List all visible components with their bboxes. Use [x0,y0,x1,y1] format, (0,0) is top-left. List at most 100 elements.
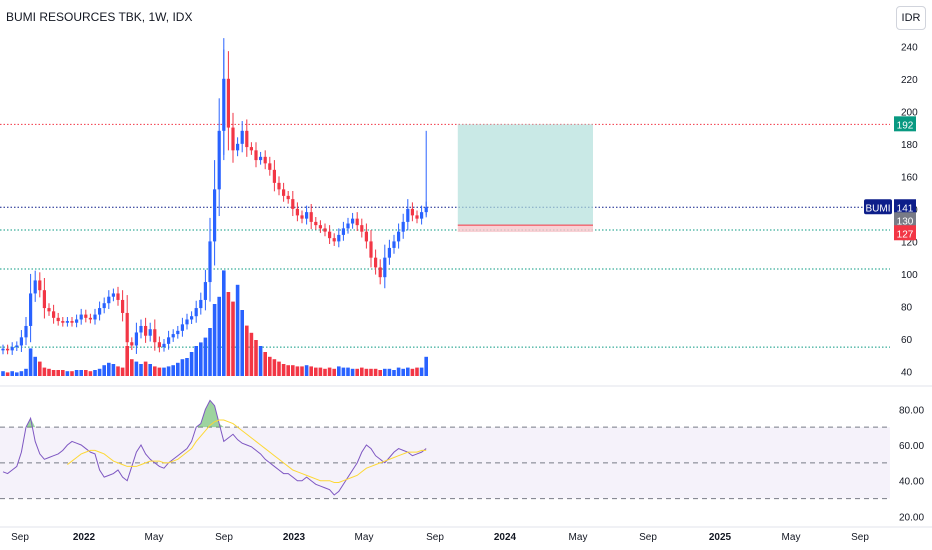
candle-body [277,182,281,190]
candle-body [15,345,19,348]
volume-bar [222,270,226,376]
rsi-tick-label: 20.00 [899,512,924,523]
candle-body [397,231,401,242]
volume-bar [19,371,24,376]
time-tick-label: Sep [851,532,869,543]
volume-bar [341,367,346,376]
volume-bar [254,340,258,376]
candle-body [295,208,299,216]
volume-bar [291,365,295,376]
volume-bar [194,346,198,376]
rsi-pane[interactable] [0,399,890,500]
volume-bar [157,367,162,376]
candle-body [144,325,148,336]
volume-bar [392,370,396,376]
candle-body [157,342,161,348]
volume-bar [61,370,65,376]
candle-body [341,228,345,235]
candle-body [337,234,341,242]
volume-bar [240,310,244,376]
candle-body [355,218,359,226]
volume-bar [272,359,277,376]
candle-body [328,231,332,239]
volume-bar [5,372,10,376]
entry-price-tag: 130 [897,216,914,227]
candle-body [162,343,166,348]
candle-body [79,314,83,320]
candle-body [10,347,14,351]
candle-body [217,130,221,190]
volume-bar [38,361,42,376]
candle-body [226,78,230,128]
last-price-tag: 141 [897,203,914,214]
candle-body [369,241,373,258]
stop-price-tag: 127 [897,229,914,240]
volume-bar [396,367,401,376]
volume-bar [295,366,300,376]
volume-bar [42,367,47,376]
volume-bar [245,325,249,376]
volume-bar [300,366,304,376]
volume-bar [148,364,152,376]
candle-body [203,282,207,300]
candle-body [111,293,115,297]
volume-bar [369,368,373,376]
volume-bar [166,366,171,376]
price-tick-label: 200 [901,107,918,118]
volume-bar [387,368,392,376]
candle-body [61,321,65,323]
candle-body [153,329,157,343]
volume-bar [277,361,281,376]
candle-body [245,130,249,148]
candle-body [194,308,198,317]
loss-zone [457,225,593,233]
candle-body [272,169,276,183]
price-tick-label: 120 [901,237,918,248]
volume-bar [125,346,129,376]
volume-bar [364,368,369,376]
volume-bar [74,370,79,376]
candle-body [139,325,143,333]
candle-body [410,208,414,216]
candle-body [84,314,88,318]
volume-bar [10,371,14,376]
time-tick-label: 2022 [73,532,96,543]
candle-body [190,316,194,320]
candle-body [38,280,42,291]
candle-body [167,337,171,344]
volume-bar [199,342,203,376]
candle-body [65,321,69,323]
candle-body [208,241,212,283]
volume-bar [337,366,341,376]
candle-body [148,329,152,336]
candle-body [318,225,322,229]
candle-body [374,257,378,268]
target-price-tag-bg [894,116,916,132]
candle-body [33,280,37,294]
volume-bar [28,348,33,376]
candle-body [282,189,286,196]
candle-body [107,296,111,304]
candle-body [420,212,424,219]
candle-body [323,228,327,232]
volume-bar [231,301,235,376]
symbol-title[interactable]: BUMI RESOURCES TBK, 1W, IDX [6,10,193,24]
volume-bar [153,366,157,376]
volume-bar [33,356,37,376]
candle-body [185,319,189,325]
price-tick-label: 160 [901,172,918,183]
candle-body [125,312,129,343]
time-tick-label: May [145,532,164,543]
volume-bar [107,362,111,376]
rsi-line [2,399,427,496]
entry-price-tag-bg [894,212,916,228]
price-pane[interactable] [0,38,890,376]
volume-bar [286,365,290,376]
volume-bar [360,367,364,376]
currency-button[interactable]: IDR [896,6,926,30]
candle-body [88,317,92,320]
candle-body [351,218,355,224]
volume-bar [424,356,428,376]
candle-body [383,257,387,278]
